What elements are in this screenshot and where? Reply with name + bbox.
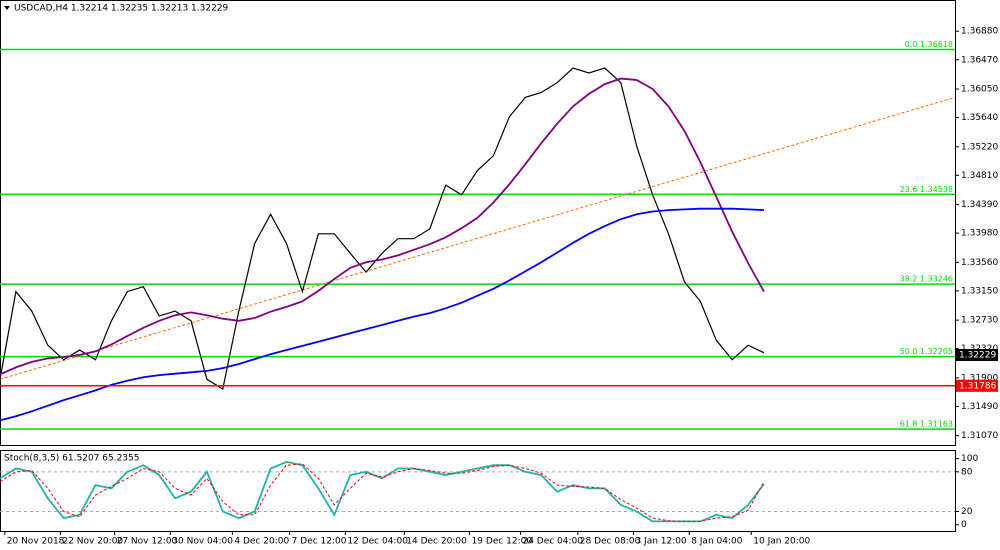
menu-arrow[interactable] bbox=[4, 6, 10, 10]
x-tick-label: 28 Dec 08:00 bbox=[580, 537, 641, 547]
x-tick-label: 4 Dec 20:00 bbox=[234, 537, 289, 547]
y-tick-label: 1.31490 bbox=[961, 402, 998, 412]
x-tick-label: 22 Nov 20:00 bbox=[62, 537, 123, 547]
y-tick-label: 1.33150 bbox=[961, 286, 998, 296]
price-marker bbox=[956, 379, 998, 392]
price-pane bbox=[0, 0, 956, 446]
y-tick-label: 1.35640 bbox=[961, 113, 998, 123]
x-tick-label: 24 Dec 04:00 bbox=[522, 537, 583, 547]
y-tick-label: 1.32730 bbox=[961, 316, 998, 326]
series-line bbox=[0, 463, 765, 522]
y-tick-label: 20 bbox=[961, 507, 973, 517]
x-tick-label: 3 Jan 12:00 bbox=[635, 537, 687, 547]
trendline bbox=[0, 96, 956, 380]
series-line bbox=[0, 460, 765, 523]
price-marker bbox=[956, 348, 998, 361]
x-tick-label: 10 Jan 20:00 bbox=[753, 537, 810, 547]
y-tick-label: 0 bbox=[961, 520, 967, 530]
x-tick-label: 19 Dec 12:00 bbox=[472, 537, 533, 547]
x-tick-label: 30 Nov 04:00 bbox=[172, 537, 233, 547]
fib-label: 0.0 1.36618 bbox=[905, 40, 953, 49]
y-tick-label: 1.34810 bbox=[961, 171, 998, 181]
fib-label: 23.6 1.34538 bbox=[900, 185, 953, 194]
fib-label: 61.8 1.31163 bbox=[900, 420, 953, 429]
y-tick-label: 1.36470 bbox=[961, 55, 998, 65]
stoch-pane bbox=[0, 450, 956, 532]
fib-label: 38.2 1.33246 bbox=[900, 275, 953, 284]
price-marker-label: 1.31786 bbox=[959, 381, 996, 391]
chart-title: USDCAD,H4 1.32214 1.32235 1.32213 1.3222… bbox=[14, 4, 229, 14]
series-line bbox=[0, 67, 765, 390]
x-tick-label: 8 Jan 04:00 bbox=[691, 537, 743, 547]
y-tick-label: 80 bbox=[961, 467, 973, 477]
y-tick-label: 1.36050 bbox=[961, 85, 998, 95]
y-tick-label: 1.33560 bbox=[961, 258, 998, 268]
y-tick-label: 1.31070 bbox=[961, 431, 998, 441]
y-tick-label: 1.33980 bbox=[961, 229, 998, 239]
x-tick-label: 12 Dec 04:00 bbox=[347, 537, 408, 547]
x-tick-label: 20 Nov 2018 bbox=[7, 537, 65, 547]
fib-label: 50.0 1.32205 bbox=[900, 347, 953, 356]
series-line bbox=[0, 77, 765, 376]
y-tick-label: 100 bbox=[961, 454, 978, 464]
y-tick-label: 1.34390 bbox=[961, 200, 998, 210]
x-tick-label: 27 Nov 12:00 bbox=[117, 537, 178, 547]
series-line bbox=[0, 207, 765, 422]
x-tick-label: 14 Dec 20:00 bbox=[406, 537, 467, 547]
x-tick-label: 7 Dec 12:00 bbox=[292, 537, 347, 547]
y-tick-label: 1.36880 bbox=[961, 27, 998, 37]
stoch-title: Stoch(8,3,5) 61.5207 65.2355 bbox=[4, 454, 139, 464]
y-tick-label: 1.35220 bbox=[961, 142, 998, 152]
y-tick-label: 1.31900 bbox=[961, 373, 998, 383]
price-marker-label: 1.32229 bbox=[959, 350, 996, 360]
